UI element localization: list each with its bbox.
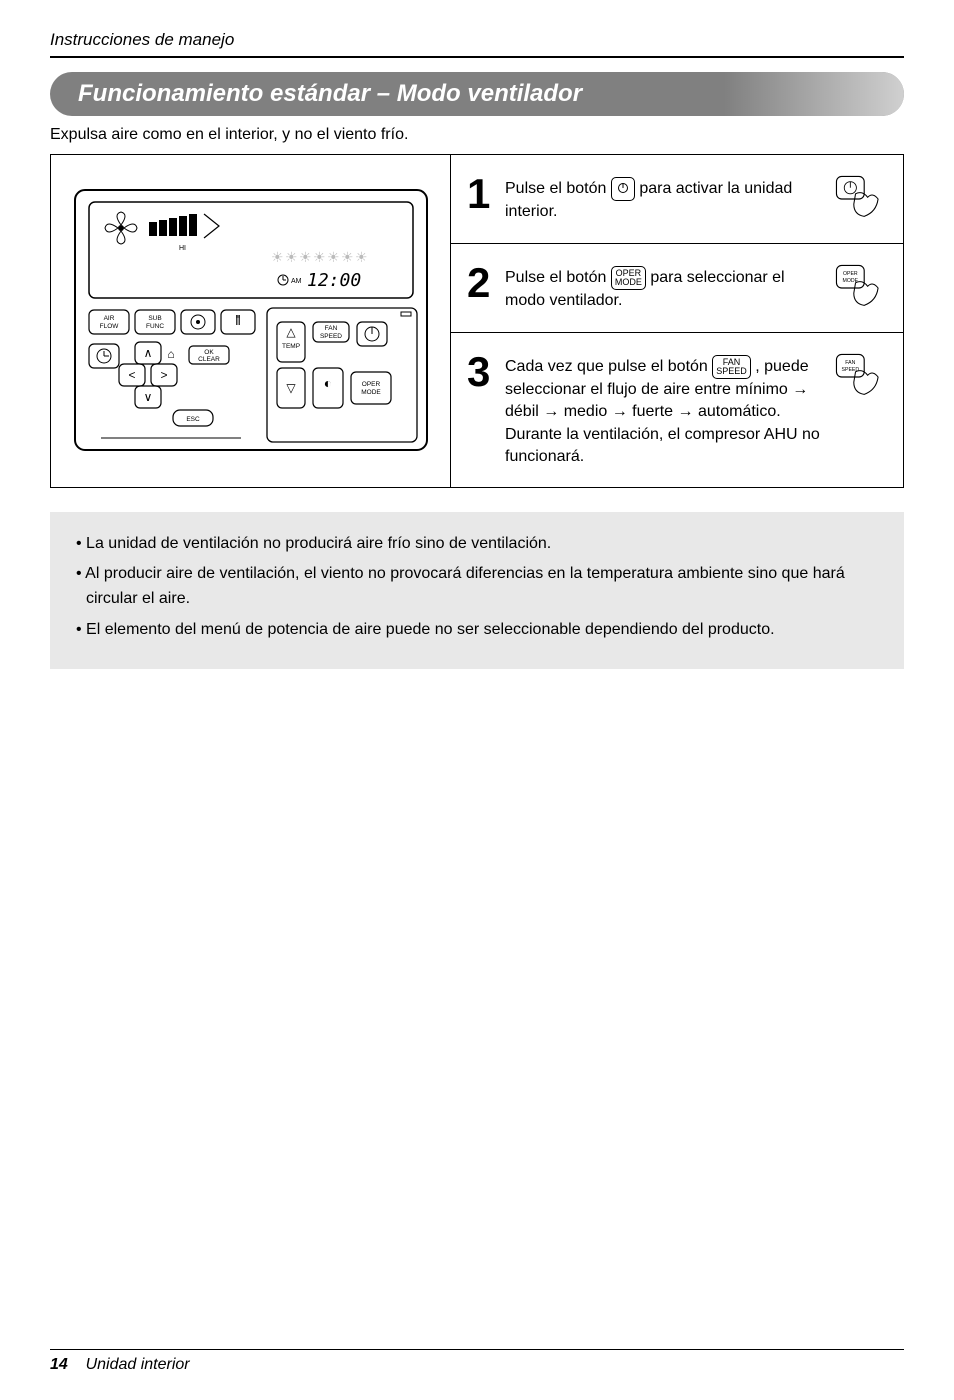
svg-text:<: <: [128, 368, 135, 382]
note-item: • La unidad de ventilación no producirá …: [74, 532, 880, 557]
svg-text:∧: ∧: [143, 346, 152, 360]
svg-text:OPER: OPER: [361, 381, 380, 388]
svg-text:FAN: FAN: [324, 325, 337, 332]
svg-text:OPER: OPER: [843, 271, 858, 277]
hand-press-icon: FAN SPEED: [833, 351, 885, 403]
hand-press-icon: [833, 173, 885, 225]
display-am: AM: [291, 278, 302, 285]
svg-text:ESC: ESC: [186, 416, 200, 423]
notes-box: • La unidad de ventilación no producirá …: [50, 512, 904, 669]
footer-title: Unidad interior: [86, 1356, 190, 1373]
step-3: 3 Cada vez que pulse el botón FANSPEED ,…: [451, 333, 903, 487]
step-number: 3: [467, 351, 505, 393]
step-mid2: Durante la ventilación, el compresor AHU…: [505, 426, 820, 465]
svg-text:SPEED: SPEED: [842, 367, 860, 373]
page-footer: 14 Unidad interior: [50, 1349, 904, 1374]
svg-text:☀: ☀: [299, 249, 312, 265]
svg-text:☀: ☀: [271, 249, 284, 265]
step-pre: Cada vez que pulse el botón: [505, 358, 712, 375]
svg-text:CLEAR: CLEAR: [198, 356, 220, 363]
svg-text:☀: ☀: [341, 249, 354, 265]
svg-text:☀: ☀: [313, 249, 326, 265]
svg-text:△: △: [286, 325, 296, 339]
svg-text:TEMP: TEMP: [281, 343, 299, 350]
svg-text:☀: ☀: [327, 249, 340, 265]
svg-text:▽: ▽: [286, 381, 296, 395]
banner-title: Funcionamiento estándar – Modo ventilado…: [50, 72, 904, 116]
step-2: 2 Pulse el botón OPERMODE para seleccion…: [451, 244, 903, 333]
svg-text:⌂: ⌂: [167, 347, 174, 361]
step-pre: Pulse el botón: [505, 180, 611, 197]
svg-text:SUB: SUB: [148, 315, 161, 322]
footer-rule: [50, 1349, 904, 1350]
step-text: Cada vez que pulse el botón FANSPEED , p…: [505, 351, 827, 469]
display-hi-label: HI: [179, 245, 186, 252]
step-text: Pulse el botón para activar la unidad in…: [505, 173, 827, 223]
svg-text:FLOW: FLOW: [99, 323, 119, 330]
svg-text:☀: ☀: [285, 249, 298, 265]
svg-text:AIR: AIR: [103, 315, 114, 322]
steps-column: 1 Pulse el botón para activar la unidad …: [451, 155, 903, 487]
note-item: • El elemento del menú de potencia de ai…: [74, 618, 880, 643]
power-icon: [611, 177, 635, 201]
hand-press-icon: OPER MODE: [833, 262, 885, 314]
step-number: 1: [467, 173, 505, 215]
oper-mode-icon: OPERMODE: [611, 266, 646, 290]
svg-text:☀: ☀: [355, 249, 368, 265]
svg-text:SPEED: SPEED: [319, 333, 341, 340]
step-text: Pulse el botón OPERMODE para seleccionar…: [505, 262, 827, 312]
header-rule: [50, 56, 904, 58]
svg-text:MODE: MODE: [361, 389, 381, 396]
page-number: 14: [50, 1356, 68, 1373]
title-banner: Funcionamiento estándar – Modo ventilado…: [50, 72, 904, 116]
svg-text:FUNC: FUNC: [145, 323, 163, 330]
remote-illustration: HI ☀☀☀ ☀☀☀☀ AM 12:00 AIRFLOW SUBFUNC: [51, 155, 451, 487]
main-box: HI ☀☀☀ ☀☀☀☀ AM 12:00 AIRFLOW SUBFUNC: [50, 154, 904, 488]
step-1: 1 Pulse el botón para activar la unidad …: [451, 155, 903, 244]
section-header: Instrucciones de manejo: [50, 30, 904, 50]
note-item: • Al producir aire de ventilación, el vi…: [74, 562, 880, 612]
svg-text:>: >: [160, 368, 167, 382]
svg-text:FAN: FAN: [845, 360, 855, 366]
svg-text:◐: ◐: [323, 375, 331, 391]
fan-speed-icon: FANSPEED: [712, 355, 751, 379]
step-pre: Pulse el botón: [505, 269, 611, 286]
subtitle: Expulsa aire como en el interior, y no e…: [50, 126, 904, 144]
step-number: 2: [467, 262, 505, 304]
svg-text:∨: ∨: [143, 390, 152, 404]
svg-text:OK: OK: [204, 349, 214, 356]
remote-svg: HI ☀☀☀ ☀☀☀☀ AM 12:00 AIRFLOW SUBFUNC: [71, 186, 431, 456]
svg-text:≋: ≋: [235, 314, 239, 320]
display-time: 12:00: [307, 270, 361, 291]
